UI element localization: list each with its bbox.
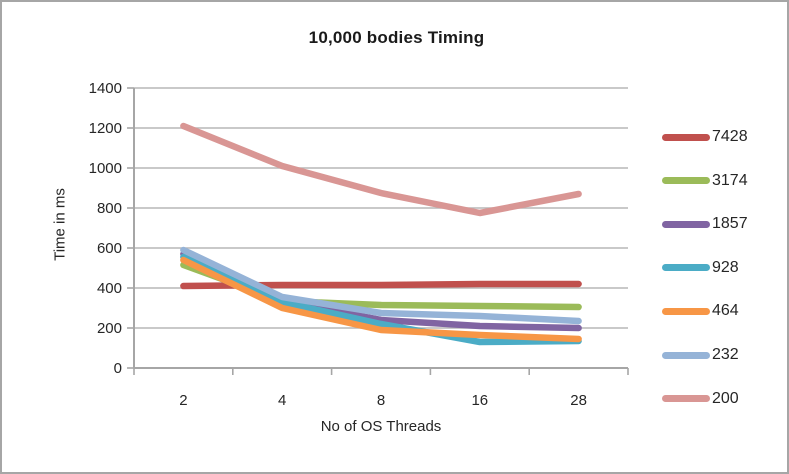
x-axis-title: No of OS Threads <box>320 418 442 435</box>
legend-swatch-232 <box>662 351 710 359</box>
y-tick-label: 200 <box>97 320 122 337</box>
legend-swatch-1857 <box>662 220 710 228</box>
y-tick-label: 0 <box>114 360 122 377</box>
legend-label: 464 <box>712 302 739 320</box>
legend-item-464: 464 <box>662 302 739 320</box>
x-tick-label: 16 <box>471 392 488 409</box>
y-tick-label: 800 <box>97 200 122 217</box>
x-tick-label: 8 <box>377 392 385 409</box>
legend-item-3174: 3174 <box>662 171 748 189</box>
legend-label: 928 <box>712 258 739 276</box>
legend-swatch-7428 <box>662 133 710 141</box>
legend-label: 1857 <box>712 215 748 233</box>
legend-item-232: 232 <box>662 346 739 363</box>
y-tick-label: 1000 <box>89 160 122 177</box>
x-tick-label: 28 <box>570 392 587 409</box>
series-line-464 <box>180 256 582 343</box>
legend-label: 7428 <box>712 128 748 145</box>
series-line-200 <box>180 122 582 217</box>
legend-label: 3174 <box>712 171 748 189</box>
legend-item-928: 928 <box>662 258 739 276</box>
y-tick-label: 600 <box>97 240 122 257</box>
y-tick-label: 400 <box>97 280 122 297</box>
series-line-232 <box>180 246 582 325</box>
legend-label: 200 <box>712 389 739 407</box>
x-tick-label: 4 <box>278 392 286 409</box>
y-tick-label: 1400 <box>89 80 122 97</box>
y-tick-label: 1200 <box>89 120 122 137</box>
x-tick-label: 2 <box>179 392 187 409</box>
legend-item-7428: 7428 <box>662 128 748 145</box>
series-line-928 <box>180 253 582 346</box>
legend-swatch-928 <box>662 264 710 272</box>
y-axis-title: Time in ms <box>51 188 69 261</box>
legend-item-1857: 1857 <box>662 215 748 233</box>
legend-swatch-464 <box>662 307 710 315</box>
chart-title: 10,000 bodies Timing <box>308 28 485 47</box>
legend-swatch-200 <box>662 395 710 403</box>
legend-swatch-3174 <box>662 177 710 185</box>
legend-label: 232 <box>712 346 739 363</box>
legend-item-200: 200 <box>662 389 739 407</box>
